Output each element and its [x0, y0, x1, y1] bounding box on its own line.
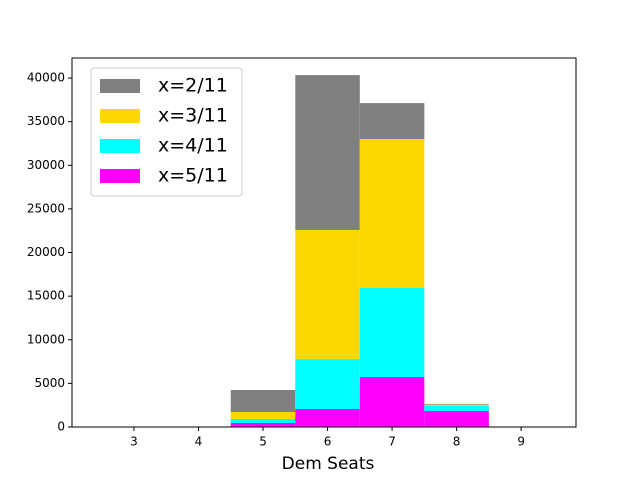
- legend-swatch: [100, 79, 140, 93]
- bar: [424, 403, 489, 405]
- x-tick-label: 6: [324, 435, 332, 449]
- bar: [230, 422, 296, 427]
- bar: [359, 377, 425, 427]
- x-tick-label: 7: [388, 435, 396, 449]
- bar: [424, 411, 489, 427]
- y-tick-label: 40000: [27, 71, 65, 85]
- bar: [295, 409, 360, 427]
- plot-frame: [71, 57, 577, 428]
- legend-label: x=3/11: [158, 105, 228, 127]
- y-tick-label: 15000: [27, 289, 65, 303]
- x-tick-label: 3: [130, 435, 138, 449]
- y-tick-label: 5000: [34, 376, 65, 390]
- bar: [295, 359, 360, 410]
- x-tick-label: 4: [195, 435, 203, 449]
- legend-swatch: [100, 109, 140, 123]
- legend-label: x=2/11: [158, 75, 228, 97]
- bar: [359, 288, 425, 378]
- legend-label: x=5/11: [158, 165, 228, 187]
- bar: [359, 139, 425, 289]
- legend-swatch: [100, 139, 140, 153]
- x-axis-label: Dem Seats: [282, 454, 375, 474]
- y-tick-label: 35000: [27, 114, 65, 128]
- y-tick-label: 10000: [27, 332, 65, 346]
- bar: [295, 230, 360, 360]
- bar: [359, 103, 425, 140]
- bar: [424, 404, 489, 406]
- bar: [230, 418, 296, 423]
- y-tick-label: 0: [57, 420, 65, 434]
- x-tick-label: 5: [259, 435, 267, 449]
- bar: [295, 75, 360, 231]
- x-tick-label: 8: [453, 435, 461, 449]
- bar: [230, 390, 296, 412]
- bar: [230, 411, 296, 419]
- bar: [424, 405, 489, 412]
- y-tick-label: 30000: [27, 158, 65, 172]
- y-tick-label: 25000: [27, 201, 65, 215]
- y-tick-label: 20000: [27, 245, 65, 259]
- x-tick-label: 9: [517, 435, 525, 449]
- legend-swatch: [100, 169, 140, 183]
- legend-box: [90, 67, 243, 197]
- legend-label: x=4/11: [158, 135, 228, 157]
